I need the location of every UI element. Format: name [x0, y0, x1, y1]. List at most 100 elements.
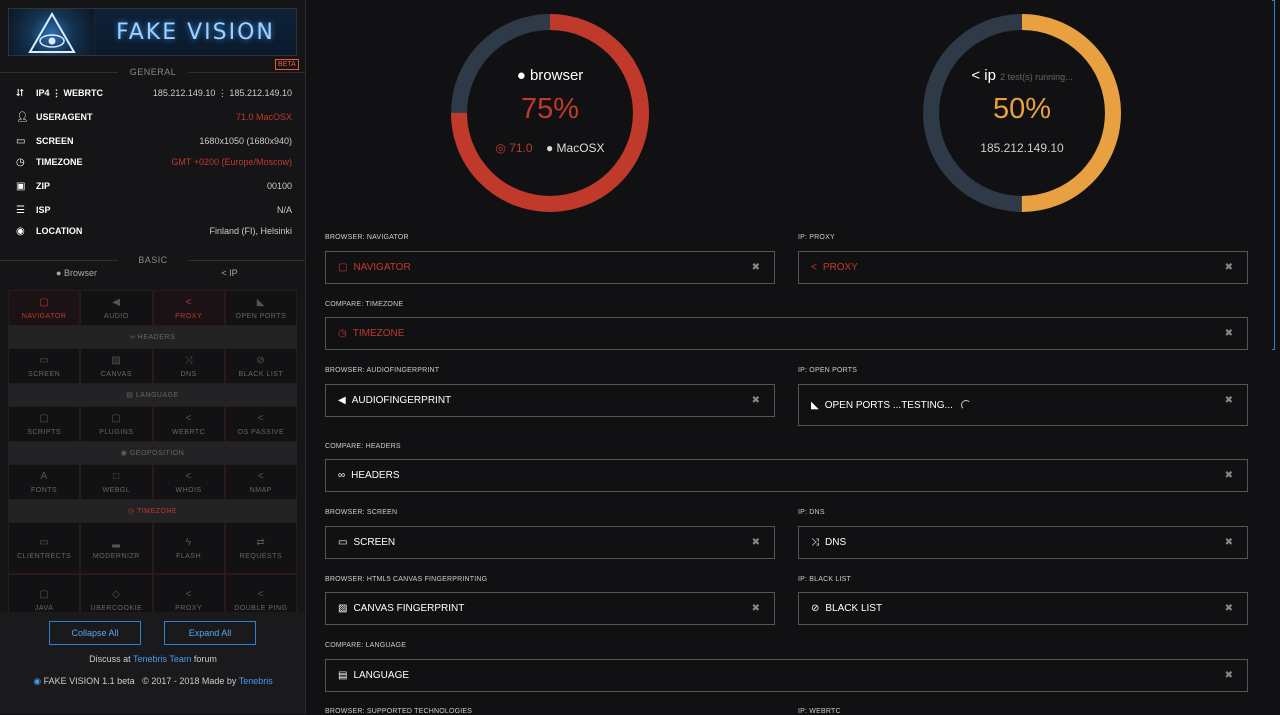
link-icon: ∞ [338, 470, 346, 481]
tab-browser[interactable]: ● Browser [0, 268, 153, 278]
ban-icon: ⊘ [811, 603, 820, 614]
card-label: IP: PROXY [798, 234, 835, 241]
info-value: N/A [276, 205, 292, 215]
grid-item-clientrects[interactable]: ▭ CLIENTRECTS [8, 522, 81, 574]
card-title: NAVIGATOR [353, 262, 411, 273]
card-timezone[interactable]: ◷ TIMEZONE ✖ [325, 317, 1248, 350]
grid-item-label: SCRIPTS [27, 428, 62, 436]
close-icon[interactable]: ✖ [1224, 670, 1233, 681]
grid-item-black-list[interactable]: ⊘ BLACK LIST [224, 348, 297, 384]
audio-icon: ◀ [112, 296, 121, 308]
grid-item-nmap[interactable]: < NMAP [224, 464, 297, 500]
close-icon[interactable]: ✖ [1224, 470, 1233, 481]
card-dns[interactable]: ⤨ DNS ✖ [798, 526, 1248, 559]
card-title: SCREEN [353, 537, 396, 548]
grid-item-flash[interactable]: ϟ FLASH [152, 522, 225, 574]
scrollbar[interactable] [1272, 0, 1275, 350]
grid-item-navigator[interactable]: ▢ NAVIGATOR [8, 290, 81, 326]
grid-bar-label: LANGUAGE [135, 391, 179, 399]
grid-item-fonts[interactable]: A FONTS [8, 464, 81, 500]
card-language[interactable]: ▤ LANGUAGE ✖ [325, 659, 1248, 692]
card-screen[interactable]: ▭ SCREEN ✖ [325, 526, 775, 559]
chart-icon: ▂ [112, 536, 121, 548]
close-icon[interactable]: ✖ [751, 262, 760, 273]
grid-item-open-ports[interactable]: ◣ OPEN PORTS [224, 290, 297, 326]
font-icon: A [40, 470, 48, 482]
card-proxy[interactable]: < PROXY ✖ [798, 251, 1248, 284]
grid-bar-label: HEADERS [137, 333, 176, 341]
grid-item-screen[interactable]: ▭ SCREEN [8, 348, 81, 384]
share-icon: < [185, 470, 192, 482]
tenebris-link[interactable]: Tenebris [238, 676, 273, 686]
grid-item-webgl[interactable]: □ WEBGL [80, 464, 153, 500]
close-icon[interactable]: ✖ [1224, 395, 1233, 406]
basic-tabs: ● Browser < IP [0, 268, 305, 278]
forum-link[interactable]: Tenebris Team [132, 654, 192, 664]
grid-row: ▭ SCREEN ▨ CANVAS ⤨ DNS ⊘ BLACK LIST [8, 348, 297, 384]
language-icon: ▤ [338, 670, 348, 681]
grid-item-dns[interactable]: ⤨ DNS [152, 348, 225, 384]
close-icon[interactable]: ✖ [1224, 603, 1233, 614]
ip-gauge: < ip 2 test(s) running... 50% 185.212.14… [922, 13, 1122, 213]
basic-section-title: BASIC [0, 255, 305, 265]
card-navigator[interactable]: ▢ NAVIGATOR ✖ [325, 251, 775, 284]
grid-item-label: NAVIGATOR [21, 312, 67, 320]
info-value: 71.0 MacOSX [235, 112, 292, 122]
link-icon: ∞ [129, 333, 138, 341]
grid-item-label: DOUBLE PING [234, 604, 288, 612]
grid-item-label: JAVA [34, 604, 54, 612]
close-icon[interactable]: ✖ [1224, 537, 1233, 548]
grid-item-label: PROXY [175, 604, 203, 612]
grid-item-requests[interactable]: ⇄ REQUESTS [224, 522, 297, 574]
grid-item-scripts[interactable]: ▢ SCRIPTS [8, 406, 81, 442]
grid-item-proxy[interactable]: < PROXY [152, 290, 225, 326]
exchange-icon: ⇄ [256, 536, 266, 548]
browser-gauge-title: ● browser [450, 67, 650, 84]
grid-item-os-passive[interactable]: < OS PASSIVE [224, 406, 297, 442]
server-icon: ☰ [16, 204, 25, 216]
tab-ip[interactable]: < IP [153, 268, 305, 278]
card-label: BROWSER: HTML5 CANVAS FINGERPRINTING [325, 576, 488, 583]
grid-item-label: UBERCOOKIE [90, 604, 143, 612]
browser-os: MacOSX [556, 141, 605, 155]
card-black-list[interactable]: ⊘ BLACK LIST ✖ [798, 592, 1248, 625]
card-open-ports[interactable]: ◣ OPEN PORTS ...TESTING... ✖ [798, 384, 1248, 426]
grid-bar-geoposition[interactable]: ◉ GEOPOSITION [8, 442, 297, 464]
webgl-icon: □ [113, 470, 120, 482]
shuffle-icon: ⤨ [811, 537, 819, 548]
card-canvas-fingerprint[interactable]: ▨ CANVAS FINGERPRINT ✖ [325, 592, 775, 625]
grid-item-label: WEBRTC [172, 428, 206, 436]
grid-item-audio[interactable]: ◀ AUDIO [80, 290, 153, 326]
grid-bar-headers[interactable]: ∞ HEADERS [8, 326, 297, 348]
grid-item-modernizr[interactable]: ▂ MODERNIZR [80, 522, 153, 574]
close-icon[interactable]: ✖ [751, 603, 760, 614]
grid-item-whois[interactable]: < WHOIS [152, 464, 225, 500]
grid-item-webrtc[interactable]: < WEBRTC [152, 406, 225, 442]
info-row-zip: ▣ ZIP 00100 [16, 177, 292, 195]
collapse-all-button[interactable]: Collapse All [49, 621, 141, 645]
ip-gauge-percent: 50% [992, 93, 1052, 125]
monitor-icon: ▭ [39, 536, 50, 548]
card-audiofingerprint[interactable]: ◀ AUDIOFINGERPRINT ✖ [325, 384, 775, 417]
browser-gauge: ● browser 75% ◎ 71.0 ● MacOSX [450, 13, 650, 213]
share-icon: < [221, 268, 227, 278]
monitor-icon: ▭ [338, 537, 348, 548]
grid-bar-language[interactable]: ▤ LANGUAGE [8, 384, 297, 406]
close-icon[interactable]: ✖ [751, 537, 760, 548]
expand-all-button[interactable]: Expand All [164, 621, 256, 645]
grid-item-label: WHOIS [175, 486, 202, 494]
eye-icon: ◉ [33, 676, 42, 686]
grid-item-label: REQUESTS [239, 552, 283, 560]
grid-bar-timezone[interactable]: ◷ TIMEZONE [8, 500, 297, 522]
close-icon[interactable]: ✖ [751, 395, 760, 406]
close-icon[interactable]: ✖ [1224, 262, 1233, 273]
grid-item-plugins[interactable]: ▢ PLUGINS [80, 406, 153, 442]
share-icon: ⮃ [16, 87, 24, 99]
card-headers[interactable]: ∞ HEADERS ✖ [325, 459, 1248, 492]
card-label: COMPARE: LANGUAGE [325, 642, 407, 649]
grid-item-canvas[interactable]: ▨ CANVAS [80, 348, 153, 384]
chrome-icon: ◎ [495, 141, 506, 155]
close-icon[interactable]: ✖ [1224, 328, 1233, 339]
browser-gauge-sub: ◎ 71.0 ● MacOSX [450, 141, 650, 155]
monitor-icon: ▭ [16, 135, 26, 147]
